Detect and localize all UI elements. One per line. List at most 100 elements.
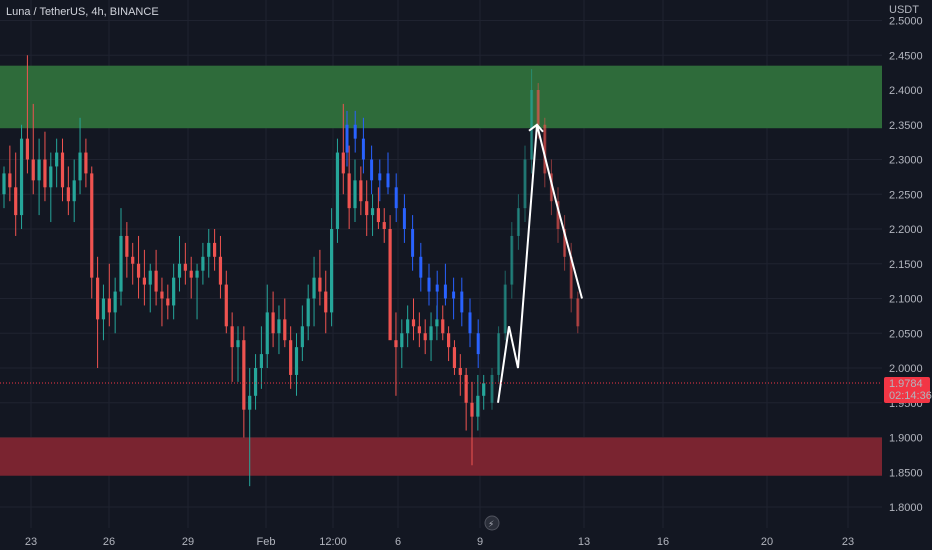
candle-body	[306, 298, 310, 327]
candle-body	[2, 173, 6, 195]
candle-body	[312, 277, 316, 299]
ghost-candle-body	[556, 201, 560, 229]
price-tick-label: 2.1500	[889, 259, 923, 271]
time-tick-label: 12:00	[319, 536, 347, 548]
candle-body	[335, 152, 340, 229]
projection-bar-body	[361, 138, 365, 160]
candle-body	[177, 263, 182, 278]
candle-body	[218, 256, 223, 285]
candle-body	[166, 298, 170, 306]
candle-body	[370, 208, 375, 216]
candle-body	[248, 395, 252, 410]
symbol-legend[interactable]: Luna / TetherUS, 4h, BINANCE	[6, 6, 159, 18]
ghost-candle-body	[569, 256, 573, 299]
time-tick-label: 20	[761, 536, 773, 548]
candle-body	[189, 270, 193, 278]
go-to-realtime-button[interactable]: ⚡	[484, 515, 500, 531]
arrow-head	[528, 123, 544, 133]
candle-body	[172, 277, 176, 306]
candle-body	[201, 256, 205, 271]
candle-body	[476, 395, 480, 417]
candle-body	[78, 152, 82, 181]
candle-body	[464, 374, 468, 403]
candle-body	[195, 270, 199, 278]
candle-body	[66, 187, 70, 202]
candle-body	[107, 298, 111, 313]
candle-body	[388, 229, 392, 341]
candle-body	[136, 263, 141, 278]
time-axis: 23 26 29 Feb 12:00 6 9 13 16 20 23	[25, 536, 854, 548]
candle-body	[452, 347, 457, 368]
ghost-candle-body	[549, 173, 553, 202]
ghost-candle-body	[523, 159, 527, 209]
projection-bar-body	[460, 291, 464, 313]
price-tick-label: 2.3500	[889, 120, 923, 132]
candle-body	[8, 173, 12, 188]
candle-body	[119, 235, 123, 292]
candle-body	[55, 152, 59, 167]
time-tick-label: 23	[25, 536, 37, 548]
candle-body	[43, 159, 47, 188]
candle-body	[441, 319, 445, 334]
candle-body	[482, 383, 486, 396]
projection-bar-body	[370, 159, 374, 181]
ghost-candle-body	[516, 208, 520, 236]
candle-body	[277, 319, 281, 334]
candle-body	[341, 152, 345, 174]
candle-body	[330, 229, 334, 313]
projection-bar-body	[353, 124, 357, 139]
candle-body	[394, 340, 398, 348]
candle-series	[2, 55, 486, 487]
resistance-zone	[0, 65, 882, 129]
candle-body	[142, 277, 146, 285]
candle-body	[289, 340, 293, 375]
candle-body	[125, 235, 129, 257]
price-tick-label: 2.0000	[889, 363, 923, 375]
price-axis: 2.5000 2.4500 2.4000 2.3500 2.3000 2.2500 2.20…	[889, 16, 923, 515]
candle-body	[353, 180, 357, 209]
candle-body	[148, 270, 152, 285]
price-tick-label: 2.3000	[889, 155, 923, 167]
candle-body	[25, 138, 29, 160]
candle-body	[84, 152, 88, 174]
time-tick-label: 13	[578, 536, 590, 548]
price-tick-label: 1.8500	[889, 467, 923, 479]
last-price-value: 1.9784	[889, 378, 923, 390]
projection-bar-body	[345, 124, 349, 153]
price-tick-label: 2.0500	[889, 328, 923, 340]
candle-body	[406, 319, 410, 334]
last-price-countdown: 02:14:36	[889, 390, 932, 402]
candle-body	[423, 333, 427, 341]
time-tick-label: Feb	[257, 536, 276, 548]
ghost-candle-body	[503, 284, 507, 334]
candle-body	[131, 256, 135, 264]
candle-body	[470, 402, 474, 417]
candle-body	[376, 208, 380, 223]
ghost-candle-body	[530, 90, 534, 160]
price-axis-panel[interactable]	[882, 0, 932, 550]
candle-body	[265, 312, 269, 355]
ghost-candle-body	[497, 333, 501, 375]
price-tick-label: 2.1000	[889, 294, 923, 306]
candle-body	[96, 277, 100, 320]
projection-bar-body	[411, 229, 415, 257]
projection-bar-body	[419, 256, 423, 278]
time-tick-label: 23	[842, 536, 854, 548]
candle-body	[458, 368, 462, 375]
price-tick-label: 1.8000	[889, 502, 923, 514]
candle-body	[382, 222, 386, 229]
time-tick-label: 26	[103, 536, 115, 548]
forecast-arrow	[497, 123, 583, 403]
last-price-badge	[884, 377, 930, 404]
candle-body	[224, 284, 228, 327]
candle-body	[14, 187, 18, 216]
price-tick-label: 2.4500	[889, 50, 923, 62]
axis-unit-label: USDT	[889, 4, 919, 16]
projection-bar-body	[402, 208, 406, 229]
candle-body	[60, 152, 65, 188]
candle-body	[101, 298, 106, 320]
candle-body	[90, 173, 94, 278]
time-axis-panel[interactable]	[0, 528, 882, 550]
candle-body	[72, 180, 76, 202]
